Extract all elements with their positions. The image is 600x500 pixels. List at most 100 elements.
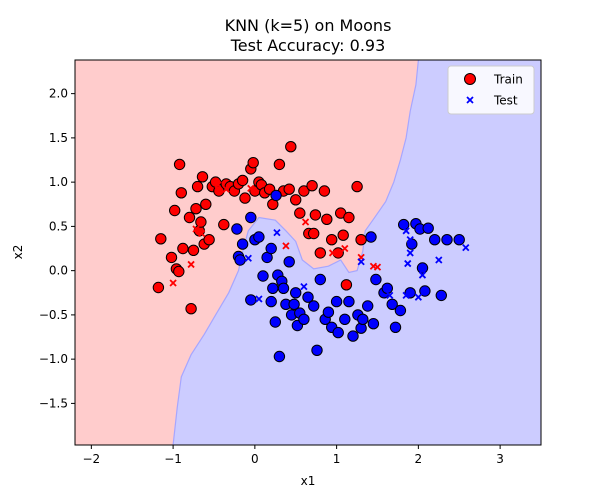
train-point-class1 (265, 295, 277, 308)
test-point-class1 (273, 228, 281, 237)
train-point-class0 (175, 187, 188, 199)
train-point-class0 (165, 251, 178, 264)
y-tick-label: 1.0 (49, 175, 68, 189)
train-point-class0 (285, 141, 297, 153)
train-point-class1 (231, 223, 243, 235)
train-point-class0 (195, 216, 207, 228)
train-point-class0 (173, 265, 185, 278)
test-point-class1 (357, 258, 365, 266)
train-point-class1 (370, 273, 382, 286)
train-point-class0 (340, 279, 353, 291)
train-point-class1 (435, 289, 447, 302)
train-point-class1 (311, 344, 323, 356)
train-point-class1 (269, 316, 281, 328)
train-point-class0 (314, 247, 326, 259)
legend-test-x (466, 96, 474, 104)
axes-frame (74, 59, 542, 446)
test-point-class0 (222, 185, 230, 193)
train-point-class1 (308, 300, 320, 312)
x-axis-label: x1 (301, 474, 316, 488)
train-point-class1 (245, 211, 257, 224)
train-point-class1 (270, 189, 282, 202)
test-point-class1 (406, 236, 414, 244)
train-point-class1 (253, 231, 265, 243)
train-point-class0 (200, 198, 212, 211)
train-point-class1 (398, 218, 410, 231)
x-tick-label: 1 (333, 452, 341, 466)
x-tick-label: 3 (496, 452, 504, 466)
train-point-class1 (362, 300, 374, 312)
train-point-class0 (218, 218, 230, 231)
train-point-class0 (298, 185, 310, 197)
train-point-class1 (236, 238, 249, 250)
train-point-class0 (239, 192, 251, 204)
test-point-class1 (418, 271, 427, 279)
train-point-class0 (191, 180, 204, 193)
train-point-class1 (257, 270, 269, 282)
test-point-class1 (300, 282, 308, 291)
train-point-class1 (419, 285, 431, 297)
train-point-class1 (267, 282, 279, 294)
train-point-class1 (290, 287, 302, 299)
train-point-class1 (322, 306, 335, 318)
x-axis-ticks: −2 −1 0 1 2 3 (82, 445, 504, 466)
train-point-class1 (314, 273, 326, 286)
train-point-class0 (247, 157, 259, 169)
test-point-class1 (386, 291, 394, 300)
test-point-class1 (414, 293, 423, 301)
test-point-class1 (402, 227, 410, 235)
train-point-class1 (330, 295, 343, 308)
y-tick-label: −1.0 (39, 352, 68, 366)
test-point-class0 (247, 184, 255, 192)
chart-subtitle: Test Accuracy: 0.93 (230, 36, 386, 55)
train-point-class1 (343, 295, 355, 308)
train-point-class0 (343, 211, 355, 224)
train-point-class0 (332, 247, 344, 259)
y-tick-label: 2.0 (49, 87, 68, 101)
test-point-class0 (301, 218, 310, 226)
plot-area (75, 60, 541, 445)
train-point-class1 (332, 326, 344, 339)
x-tick-label: 2 (415, 452, 423, 466)
train-point-class0 (173, 158, 186, 171)
test-point-class0 (169, 279, 177, 287)
train-point-class0 (309, 209, 322, 221)
train-point-class0 (152, 281, 165, 294)
y-axis-label: x2 (11, 245, 25, 260)
train-point-class0 (169, 204, 181, 217)
train-point-class1 (265, 242, 277, 255)
train-point-class0 (355, 234, 367, 246)
test-point-class0 (192, 225, 200, 233)
decision-region-class1 (173, 60, 541, 445)
train-point-class1 (302, 291, 314, 303)
train-point-class1 (288, 298, 300, 310)
y-tick-label: −0.5 (39, 308, 68, 322)
train-point-class0 (318, 185, 331, 197)
train-point-class0 (290, 194, 302, 206)
legend-train-label: Train (493, 73, 523, 87)
train-point-class1 (277, 282, 290, 294)
train-point-class0 (294, 207, 306, 219)
y-axis-ticks: −1.5 −1.0 −0.5 0.0 0.5 1.0 1.5 2.0 (39, 87, 75, 410)
x-tick-label: −2 (82, 452, 100, 466)
train-point-class1 (394, 304, 407, 317)
train-point-class0 (155, 233, 167, 245)
train-point-class1 (386, 298, 398, 310)
train-point-class0 (306, 180, 318, 192)
x-tick-label: 0 (251, 452, 259, 466)
test-point-class1 (402, 291, 410, 300)
train-point-class0 (236, 174, 249, 187)
train-point-class1 (453, 234, 465, 246)
train-point-class0 (196, 171, 209, 183)
test-point-class0 (214, 181, 222, 189)
y-tick-label: −1.5 (39, 396, 68, 410)
test-point-class1 (404, 259, 412, 268)
test-point-class0 (341, 244, 349, 253)
train-point-class1 (416, 262, 429, 274)
train-point-class0 (283, 183, 295, 195)
train-point-class0 (177, 242, 189, 255)
train-point-class1 (347, 330, 359, 342)
train-point-class1 (404, 287, 416, 299)
test-point-class0 (328, 249, 337, 257)
train-point-class1 (245, 294, 257, 306)
